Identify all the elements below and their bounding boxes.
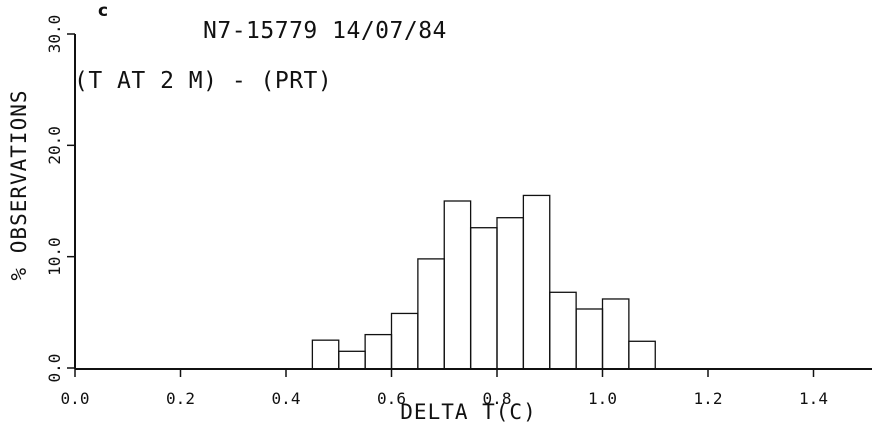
y-tick-label: 30.0 xyxy=(45,15,64,54)
x-tick-label: 0.0 xyxy=(61,389,90,408)
histogram-bar xyxy=(575,308,604,370)
histogram-bar xyxy=(443,200,472,370)
x-tick-label: 0.6 xyxy=(377,389,406,408)
histogram-bar xyxy=(549,291,577,370)
y-tick-label: 0.0 xyxy=(45,354,64,383)
x-axis-label: DELTA T(C) xyxy=(400,400,537,424)
histogram-bar xyxy=(601,298,630,370)
x-tick-label: 1.0 xyxy=(588,389,617,408)
histogram-bar xyxy=(496,217,525,370)
histogram-bar xyxy=(338,350,366,370)
chart-title: N7-15779 14/07/84 xyxy=(203,18,447,44)
x-tick-label: 1.4 xyxy=(799,389,828,408)
x-tick-label: 0.4 xyxy=(272,389,301,408)
x-tick-label: 0.2 xyxy=(166,389,195,408)
x-tick-label: 0.8 xyxy=(483,389,512,408)
histogram-bar xyxy=(364,333,393,370)
panel-label: c xyxy=(98,1,109,21)
histogram-bar xyxy=(628,340,656,370)
y-tick-label: 20.0 xyxy=(45,126,64,165)
y-axis-title: % OBSERVATIONS xyxy=(7,89,31,280)
y-tick-label: 10.0 xyxy=(45,237,64,276)
bars xyxy=(311,194,656,370)
histogram-bar xyxy=(469,227,498,370)
x-tick-label: 1.2 xyxy=(694,389,723,408)
chart-subtitle: (T AT 2 M) - (PRT) xyxy=(74,68,333,94)
histogram-bar xyxy=(390,312,419,370)
histogram-bar xyxy=(311,339,340,370)
y-axis-label: % OBSERVATIONS xyxy=(7,89,31,280)
histogram-bar xyxy=(417,258,445,370)
histogram-bar xyxy=(522,194,551,370)
axes: 0.0 0.2 0.4 0.6 0.8 1.0 1.2 1.4 0.0 10.0 20.0 30.0 xyxy=(45,15,872,408)
